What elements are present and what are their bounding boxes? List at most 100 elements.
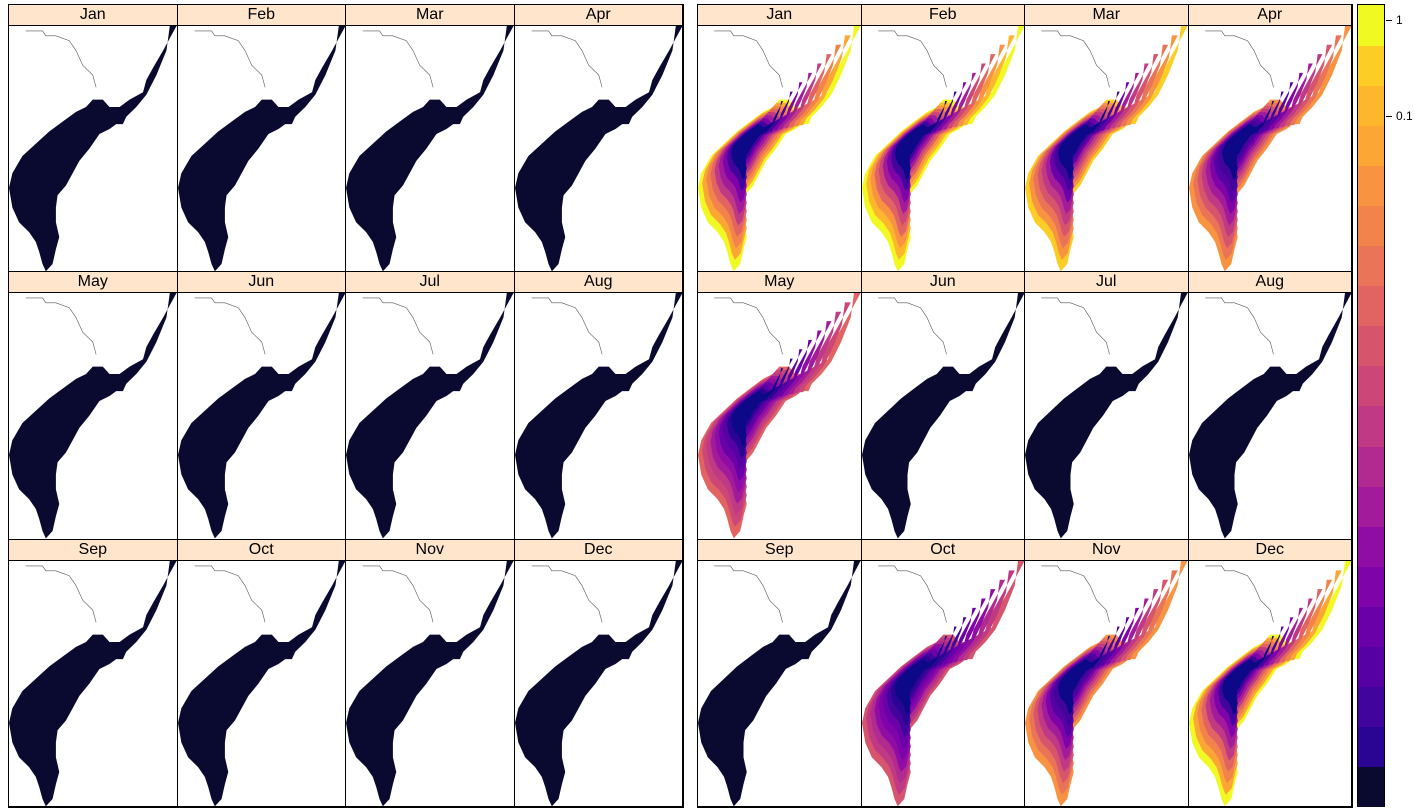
panel-strip-label: Aug bbox=[514, 272, 682, 294]
contour-band bbox=[731, 368, 784, 447]
region-map bbox=[1025, 293, 1188, 539]
color-key-segment bbox=[1358, 245, 1384, 287]
color-key-segment bbox=[1358, 685, 1384, 727]
month-panel-dec: Dec bbox=[514, 539, 683, 807]
region-fill bbox=[177, 293, 345, 539]
color-key-segment bbox=[1358, 605, 1384, 647]
panel-strip-label: May bbox=[698, 272, 861, 294]
region-map bbox=[514, 560, 682, 806]
contour-band bbox=[1221, 635, 1274, 715]
region-map bbox=[1188, 560, 1351, 806]
land-border-line bbox=[531, 566, 601, 622]
land-border-line bbox=[363, 566, 433, 622]
panel-strip-label: Jan bbox=[698, 5, 861, 26]
panel-strip-label: Sep bbox=[698, 539, 861, 561]
month-panel-may: May bbox=[9, 272, 178, 540]
month-panel-feb: Feb bbox=[861, 5, 1025, 273]
region-fill bbox=[514, 560, 682, 806]
color-key-segment bbox=[1358, 725, 1384, 767]
panel-strip-label: Dec bbox=[514, 539, 682, 561]
contour-band bbox=[1058, 635, 1111, 715]
land-border-line bbox=[26, 298, 96, 354]
color-key-tick bbox=[1386, 116, 1392, 118]
land-border-line bbox=[363, 31, 433, 87]
month-panel-jan: Jan bbox=[9, 5, 178, 273]
contour-band bbox=[894, 101, 947, 180]
color-key-segment bbox=[1358, 285, 1384, 327]
land-border-line bbox=[1041, 31, 1109, 87]
panel-strip-label: Feb bbox=[177, 5, 345, 26]
region-map bbox=[1188, 293, 1351, 539]
color-key-tick-label: 1 bbox=[1396, 13, 1403, 28]
month-panel-jul: Jul bbox=[1025, 272, 1189, 540]
month-panel-feb: Feb bbox=[177, 5, 346, 273]
month-panel-mar: Mar bbox=[1025, 5, 1189, 273]
color-key-segment bbox=[1358, 165, 1384, 207]
panel-strip-label: Jun bbox=[861, 272, 1024, 294]
region-map bbox=[1025, 26, 1188, 272]
contour-band bbox=[894, 635, 947, 715]
month-panel-oct: Oct bbox=[861, 539, 1025, 807]
region-fill bbox=[9, 560, 177, 806]
month-panel-sep: Sep bbox=[9, 539, 178, 807]
land-border-line bbox=[194, 298, 264, 354]
region-map bbox=[514, 26, 682, 272]
month-panel-jun: Jun bbox=[177, 272, 346, 540]
region-map bbox=[346, 293, 514, 539]
region-map bbox=[9, 560, 177, 806]
region-map bbox=[9, 293, 177, 539]
region-fill bbox=[346, 26, 514, 272]
panel-strip-label: May bbox=[9, 272, 177, 294]
land-border-line bbox=[531, 298, 601, 354]
month-panel-nov: Nov bbox=[346, 539, 515, 807]
region-fill bbox=[698, 560, 861, 806]
region-fill bbox=[861, 293, 1024, 539]
color-key-tick-label: 0.1 bbox=[1396, 109, 1413, 124]
land-border-line bbox=[714, 31, 782, 87]
region-map bbox=[514, 293, 682, 539]
contour-band bbox=[731, 101, 784, 180]
month-panel-sep: Sep bbox=[698, 539, 862, 807]
left-panel-grid: Jan Feb Mar Apr May Jun Jul Aug Sep Oct Nov Dec bbox=[8, 4, 684, 808]
color-key-tick bbox=[1386, 20, 1392, 22]
region-fill bbox=[346, 560, 514, 806]
panel-strip-label: Apr bbox=[514, 5, 682, 26]
region-map bbox=[861, 293, 1024, 539]
panel-strip-label: Jan bbox=[9, 5, 177, 26]
region-fill bbox=[9, 26, 177, 272]
panel-strip-label: Mar bbox=[346, 5, 514, 26]
land-border-line bbox=[878, 298, 946, 354]
land-border-line bbox=[531, 31, 601, 87]
land-border-line bbox=[714, 298, 782, 354]
panel-strip-label: Dec bbox=[1188, 539, 1351, 561]
region-map bbox=[861, 560, 1024, 806]
region-fill bbox=[177, 560, 345, 806]
region-map bbox=[177, 293, 345, 539]
region-map bbox=[698, 293, 861, 539]
panel-strip-label: Oct bbox=[177, 539, 345, 561]
region-fill bbox=[9, 293, 177, 539]
land-border-line bbox=[1205, 298, 1273, 354]
region-map bbox=[177, 26, 345, 272]
color-key-segment bbox=[1358, 565, 1384, 607]
month-panel-apr: Apr bbox=[1188, 5, 1352, 273]
month-panel-nov: Nov bbox=[1025, 539, 1189, 807]
month-panel-mar: Mar bbox=[346, 5, 515, 273]
month-panel-jan: Jan bbox=[698, 5, 862, 273]
region-map bbox=[698, 560, 861, 806]
land-border-line bbox=[714, 566, 782, 622]
region-map bbox=[346, 26, 514, 272]
contour-band bbox=[1221, 101, 1274, 180]
right-panel-grid: Jan Feb Mar Apr May Jun Jul Aug Sep Oct Nov Dec bbox=[697, 4, 1353, 808]
region-map bbox=[861, 26, 1024, 272]
region-map bbox=[346, 560, 514, 806]
region-map bbox=[1188, 26, 1351, 272]
region-fill bbox=[177, 26, 345, 272]
color-key-segment bbox=[1358, 325, 1384, 367]
month-panel-dec: Dec bbox=[1188, 539, 1352, 807]
month-panel-jul: Jul bbox=[346, 272, 515, 540]
land-border-line bbox=[194, 31, 264, 87]
panel-strip-label: Oct bbox=[861, 539, 1024, 561]
color-key-segment bbox=[1358, 645, 1384, 687]
panel-strip-label: Nov bbox=[346, 539, 514, 561]
